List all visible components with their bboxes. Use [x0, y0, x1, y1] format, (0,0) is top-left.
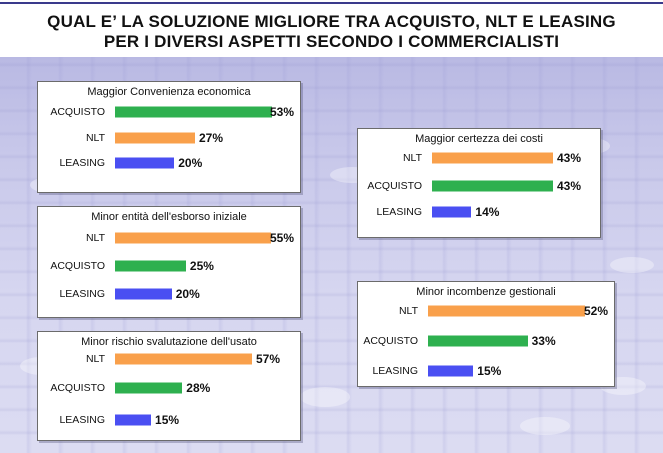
category-label: ACQUISTO [363, 335, 418, 347]
category-label: NLT [85, 132, 105, 144]
bar [432, 206, 472, 218]
header-rule [0, 2, 663, 4]
background-car-shape [300, 387, 350, 407]
data-label: 15% [155, 413, 180, 427]
bar [115, 132, 195, 144]
header: QUAL E’ LA SOLUZIONE MIGLIORE TRA ACQUIS… [0, 0, 663, 57]
chart-title: Minor entità dell'esborso iniziale [91, 211, 247, 223]
data-label: 28% [186, 381, 211, 395]
chart-panel: Maggior Convenienza economica ACQUISTO 53%… [37, 81, 301, 193]
data-label: 25% [189, 259, 214, 273]
category-label: ACQUISTO [50, 106, 105, 118]
page-title: QUAL E’ LA SOLUZIONE MIGLIORE TRA ACQUIS… [0, 12, 663, 52]
bar [115, 288, 172, 300]
data-label: 43% [557, 151, 582, 165]
category-label: ACQUISTO [367, 180, 422, 192]
data-label: 15% [477, 364, 502, 378]
data-label: 53% [270, 105, 295, 119]
bar [115, 353, 252, 365]
data-label: 57% [256, 352, 281, 366]
category-label: ACQUISTO [50, 382, 105, 394]
bar [115, 382, 183, 394]
chart-panel: Minor entità dell'esborso iniziale NLT 55%… [37, 206, 301, 318]
category-label: NLT [85, 353, 105, 365]
bar [432, 180, 553, 192]
category-label: ACQUISTO [50, 260, 105, 272]
bar [432, 152, 553, 164]
chart-panel: Maggior certezza dei costi NLT 43% ACQUISTO… [357, 128, 601, 238]
data-label: 20% [175, 287, 200, 301]
data-label: 14% [475, 205, 500, 219]
data-label: 52% [584, 304, 609, 318]
category-label: NLT [85, 232, 105, 244]
data-label: 55% [270, 231, 295, 245]
chart-panel: Minor rischio svalutazione dell'usato NLT… [37, 331, 301, 441]
chart-title: Minor rischio svalutazione dell'usato [81, 336, 257, 348]
title-line-2: PER I DIVERSI ASPETTI SECONDO I COMMERCI… [103, 32, 560, 51]
bar [428, 365, 474, 377]
bar [115, 232, 271, 244]
category-label: NLT [402, 152, 422, 164]
category-label: LEASING [59, 288, 105, 300]
category-label: LEASING [59, 157, 105, 169]
data-label: 27% [198, 131, 223, 145]
category-label: LEASING [376, 206, 422, 218]
chart-title: Minor incombenze gestionali [416, 286, 556, 298]
bar [115, 106, 272, 118]
title-line-1: QUAL E’ LA SOLUZIONE MIGLIORE TRA ACQUIS… [47, 12, 616, 31]
bar [115, 260, 186, 272]
background-car-shape [520, 417, 570, 435]
category-label: LEASING [59, 414, 105, 426]
background-car-shape [610, 257, 654, 273]
bar [115, 414, 152, 426]
data-label: 33% [531, 334, 556, 348]
chart-title: Maggior Convenienza economica [87, 86, 251, 98]
bar [428, 305, 585, 317]
bar [428, 335, 528, 347]
data-label: 43% [557, 179, 582, 193]
chart-title: Maggior certezza dei costi [415, 133, 543, 145]
chart-panel: Minor incombenze gestionali NLT 52% ACQUIST… [357, 281, 615, 387]
data-label: 20% [178, 156, 203, 170]
category-label: NLT [398, 305, 418, 317]
bar [115, 157, 175, 169]
category-label: LEASING [372, 365, 418, 377]
